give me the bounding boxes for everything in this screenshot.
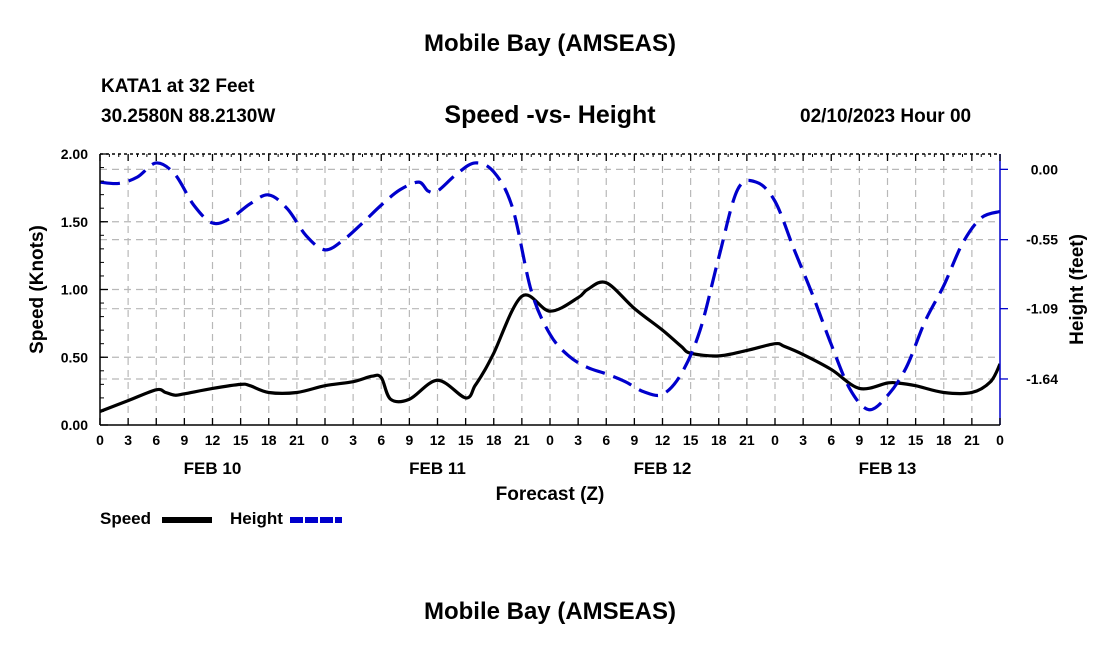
- x-tick-label: 12: [880, 432, 896, 448]
- x-tick-label: 6: [827, 432, 835, 448]
- x-tick-label: 0: [771, 432, 779, 448]
- x-tick-label: 21: [739, 432, 755, 448]
- x-tick-label: 12: [205, 432, 221, 448]
- speed-height-chart: 0 3 6 9 12 15 18 21 0 3 6 9 12 15 18 21 0 3 6 9 12 15 18 21 0 3 6 9…: [27, 146, 1088, 505]
- x-tick-label: 0: [321, 432, 329, 448]
- day-label: FEB 12: [634, 459, 692, 478]
- x-tick-label: 21: [514, 432, 530, 448]
- x-tick-label: 3: [349, 432, 357, 448]
- x-tick-label: 12: [430, 432, 446, 448]
- x-tick-label: 18: [711, 432, 727, 448]
- chart-title-top: Mobile Bay (AMSEAS): [423, 30, 677, 57]
- station-coordinates: 30.2580N 88.2130W: [101, 106, 276, 127]
- x-tick-label: 9: [855, 432, 863, 448]
- axis-labels: 0 3 6 9 12 15 18 21 0 3 6 9 12 15 18 21 0 3 6 9 12 15 18 21 0 3 6 9…: [27, 146, 1088, 505]
- y-tick-label-left: 2.00: [61, 146, 88, 162]
- x-tick-label: 18: [486, 432, 502, 448]
- legend-height-label: Height: [230, 509, 283, 528]
- y-tick-label-right: 0.00: [1031, 161, 1058, 177]
- x-tick-label: 15: [683, 432, 699, 448]
- x-tick-label: 9: [630, 432, 638, 448]
- y-tick-label-right: -0.55: [1026, 232, 1058, 248]
- x-tick-label: 3: [574, 432, 582, 448]
- x-tick-label: 12: [655, 432, 671, 448]
- chart-subtitle: Speed -vs- Height: [444, 101, 656, 129]
- x-tick-label: 15: [233, 432, 249, 448]
- y-tick-label-left: 1.00: [61, 282, 88, 298]
- x-tick-label: 21: [289, 432, 305, 448]
- axes: [99, 153, 1008, 426]
- x-tick-label: 18: [936, 432, 952, 448]
- legend-speed-label: Speed: [100, 509, 152, 528]
- x-tick-label: 0: [996, 432, 1004, 448]
- x-tick-label: 6: [152, 432, 160, 448]
- forecast-datetime: 02/10/2023 Hour 00: [800, 106, 972, 127]
- x-tick-label: 6: [377, 432, 385, 448]
- y-axis-title-left: Speed (Knots): [27, 225, 48, 354]
- x-tick-label: 18: [261, 432, 277, 448]
- x-tick-label: 3: [124, 432, 132, 448]
- y-tick-label-left: 1.50: [61, 214, 88, 230]
- series-line-height: [100, 161, 1000, 412]
- y-tick-label-right: -1.09: [1026, 301, 1058, 317]
- series-lines: [100, 161, 1000, 413]
- y-tick-label-right: -1.64: [1026, 371, 1058, 387]
- legend-speed-swatch: [162, 517, 212, 523]
- x-tick-label: 15: [908, 432, 924, 448]
- y-tick-label-left: 0.00: [61, 417, 88, 433]
- day-label: FEB 10: [184, 459, 242, 478]
- x-tick-label: 9: [180, 432, 188, 448]
- x-tick-label: 3: [799, 432, 807, 448]
- y-axis-title-right: Height (feet): [1067, 234, 1088, 345]
- x-tick-label: 15: [458, 432, 474, 448]
- x-tick-label: 9: [405, 432, 413, 448]
- legend-height-swatch: [290, 517, 342, 523]
- x-axis-title: Forecast (Z): [496, 484, 605, 505]
- day-label: FEB 11: [409, 459, 466, 478]
- series-line-speed: [100, 280, 1000, 413]
- day-label: FEB 13: [859, 459, 917, 478]
- x-tick-label: 21: [964, 432, 980, 448]
- grid: [100, 154, 1000, 425]
- chart-title-bottom: Mobile Bay (AMSEAS): [423, 598, 677, 625]
- station-label: KATA1 at 32 Feet: [101, 76, 255, 97]
- x-tick-label: 0: [546, 432, 554, 448]
- y-tick-label-left: 0.50: [61, 349, 88, 365]
- x-tick-label: 0: [96, 432, 104, 448]
- x-tick-label: 6: [602, 432, 610, 448]
